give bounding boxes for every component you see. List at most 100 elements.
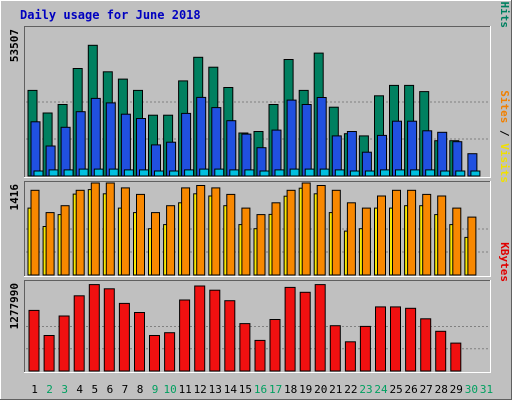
bar-sites-day-14: [226, 193, 236, 276]
bar-kbytes-day-26: [405, 307, 417, 372]
bar-sites-day-1: [30, 189, 40, 276]
bar-sites-day-27: [422, 193, 432, 276]
x-tick-label: 2: [46, 383, 53, 396]
bar-pages-day-29: [455, 170, 466, 177]
bar-pages-day-17: [274, 169, 285, 177]
bar-kbytes-day-11: [179, 299, 191, 372]
bar-files-day-20: [316, 97, 327, 177]
x-tick-label: 10: [163, 383, 176, 396]
x-tick-label: 14: [224, 383, 238, 396]
x-tick-label: 28: [435, 383, 448, 396]
bar-pages-day-1: [33, 170, 44, 177]
panel-max-label: 53507: [8, 29, 21, 62]
bar-files-day-25: [392, 120, 402, 177]
bar-files-day-1: [30, 121, 41, 177]
x-tick-label: 17: [269, 383, 282, 396]
legend-entry: Visits: [498, 143, 511, 183]
bar-sites-day-12: [196, 185, 206, 276]
bar-sites-day-26: [407, 189, 417, 276]
panel-legend: Pages / Files / Hits: [498, 0, 511, 28]
bar-pages-day-16: [259, 170, 270, 177]
bar-sites-day-30: [467, 216, 477, 276]
legend-entry: /: [498, 123, 511, 143]
bar-files-day-28: [437, 131, 448, 177]
bar-sites-day-25: [392, 189, 401, 276]
x-tick-label: 25: [389, 383, 402, 396]
bar-kbytes-day-4: [73, 295, 85, 372]
bar-files-day-13: [211, 107, 222, 177]
bar-sites-day-11: [181, 187, 191, 276]
bar-pages-day-2: [48, 169, 59, 177]
bar-sites-day-4: [75, 189, 85, 276]
x-tick-label: 7: [122, 383, 129, 396]
bar-sites-day-10: [166, 205, 176, 276]
bar-sites-day-15: [241, 207, 251, 276]
bar-pages-day-22: [349, 170, 360, 177]
bar-sites-day-9: [151, 212, 160, 276]
bar-kbytes-day-12: [194, 285, 206, 372]
x-tick-label: 13: [209, 383, 222, 396]
x-tick-label: 11: [179, 383, 192, 396]
x-tick-label: 24: [374, 383, 388, 396]
bar-files-day-26: [407, 120, 418, 177]
bar-files-day-22: [346, 131, 357, 177]
bar-sites-day-5: [90, 182, 100, 276]
bar-kbytes-day-1: [28, 309, 40, 372]
bar-sites-day-3: [60, 205, 70, 276]
x-tick-label: 18: [284, 383, 297, 396]
bar-sites-day-24: [377, 195, 386, 276]
panel-bars: [28, 284, 462, 372]
bar-pages-day-6: [108, 168, 119, 177]
legend-entry: Hits: [498, 2, 511, 29]
bar-pages-day-10: [169, 170, 180, 177]
bar-kbytes-day-16: [254, 339, 266, 372]
bar-pages-day-15: [244, 169, 255, 177]
x-tick-label: 5: [91, 383, 98, 396]
x-tick-label: 4: [76, 383, 83, 396]
bar-pages-day-5: [93, 168, 104, 177]
bar-pages-day-14: [229, 169, 240, 177]
bar-files-day-19: [301, 104, 312, 177]
bar-kbytes-day-18: [284, 286, 296, 372]
bar-pages-day-13: [214, 168, 225, 177]
bar-sites-day-23: [361, 207, 371, 276]
bar-pages-day-8: [139, 169, 149, 177]
bar-pages-day-25: [395, 169, 405, 177]
bar-sites-day-29: [452, 207, 462, 276]
bar-pages-day-3: [63, 169, 74, 177]
x-tick-label: 15: [239, 383, 252, 396]
bar-sites-day-19: [301, 182, 311, 276]
bar-pages-day-4: [78, 168, 89, 177]
bar-files-day-3: [60, 126, 71, 177]
bar-kbytes-day-25: [390, 306, 401, 372]
bar-pages-day-23: [364, 170, 375, 177]
x-tick-label: 30: [465, 383, 478, 396]
bar-files-day-27: [422, 130, 433, 177]
bar-sites-day-7: [120, 187, 130, 276]
bar-kbytes-day-27: [420, 318, 432, 372]
bar-files-day-14: [226, 120, 237, 177]
bar-kbytes-day-14: [224, 300, 236, 372]
bar-kbytes-day-24: [375, 306, 386, 372]
bar-kbytes-day-28: [435, 330, 447, 372]
x-tick-label: 1: [31, 383, 38, 396]
legend-entry: Sites: [498, 90, 511, 123]
x-tick-label: 29: [450, 383, 463, 396]
x-tick-label: 9: [152, 383, 159, 396]
x-tick-label: 16: [254, 383, 267, 396]
bar-sites-day-28: [437, 195, 447, 276]
bar-sites-day-6: [105, 182, 115, 276]
bar-kbytes-day-5: [88, 284, 100, 372]
bar-kbytes-day-23: [359, 325, 371, 372]
bar-kbytes-day-21: [329, 325, 341, 372]
bar-pages-day-9: [154, 170, 164, 177]
bar-files-day-4: [75, 111, 86, 177]
x-tick-label: 8: [137, 383, 144, 396]
bar-kbytes-day-2: [43, 335, 55, 372]
bar-pages-day-30: [470, 170, 481, 177]
panel-max-label: 1277990: [8, 283, 21, 329]
legend-entry: /: [498, 0, 511, 2]
x-tick-label: 31: [480, 383, 493, 396]
bar-files-day-6: [105, 102, 116, 177]
